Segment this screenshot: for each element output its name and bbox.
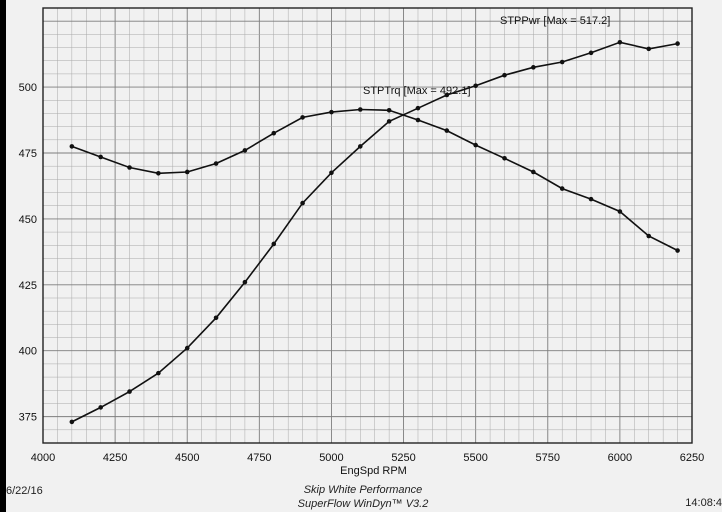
- x-tick-label: 4250: [103, 452, 127, 464]
- data-point-stppwr: [300, 200, 305, 206]
- data-point-stptrq: [184, 169, 190, 175]
- data-point-stptrq: [300, 115, 305, 120]
- data-point-stppwr: [329, 170, 334, 176]
- x-axis-title: EngSpd RPM: [340, 465, 407, 477]
- annotation-trq-max: STPTrq [Max = 492.1]: [363, 85, 471, 97]
- data-point-stppwr: [98, 405, 103, 410]
- data-point-stppwr: [213, 315, 219, 321]
- data-point-stptrq: [473, 142, 478, 148]
- data-point-stptrq: [646, 233, 652, 239]
- data-point-stptrq: [156, 171, 161, 176]
- data-point-stppwr: [271, 241, 277, 247]
- series-line-stptrq: [71, 108, 678, 252]
- data-point-stppwr: [617, 39, 623, 45]
- data-point-stptrq: [559, 186, 565, 191]
- x-tick-label: 4000: [31, 452, 55, 464]
- data-point-stppwr: [502, 72, 507, 78]
- data-point-stptrq: [357, 107, 363, 112]
- data-point-stppwr: [184, 345, 190, 351]
- series-line-stppwr: [71, 41, 678, 423]
- data-point-stptrq: [588, 196, 594, 202]
- data-point-stptrq: [271, 130, 277, 136]
- data-point-stppwr: [646, 46, 652, 52]
- data-point-stppwr: [127, 389, 132, 394]
- x-tick-label: 4750: [247, 452, 271, 464]
- annotation-pwr-max: STPPwr [Max = 517.2]: [500, 15, 610, 27]
- x-tick-label: 4500: [175, 452, 199, 464]
- chart-paper: 4000 4250 4500 4750 5000 5250 5500 5750 6000 6250…: [6, 0, 722, 512]
- data-point-stptrq: [69, 144, 75, 149]
- data-point-stppwr: [473, 83, 478, 89]
- data-point-stppwr: [559, 59, 565, 65]
- data-point-stppwr: [588, 50, 594, 56]
- dyno-chart: 4000 4250 4500 4750 5000 5250 5500 5750 6000 6250…: [6, 7, 722, 510]
- data-point-stptrq: [98, 154, 103, 160]
- data-point-stptrq: [617, 209, 623, 214]
- footer-time: 14:08:4: [685, 497, 722, 509]
- y-tick-label: 400: [19, 346, 37, 358]
- data-point-stppwr: [242, 279, 248, 285]
- data-point-stptrq: [531, 169, 536, 175]
- footer-shop-name: Skip White Performance: [304, 484, 423, 496]
- x-tick-label: 5000: [319, 452, 343, 464]
- data-point-stppwr: [415, 105, 421, 111]
- data-point-stptrq: [675, 248, 680, 253]
- data-point-stptrq: [242, 148, 248, 153]
- x-tick-label: 5750: [536, 452, 560, 464]
- data-point-stptrq: [213, 161, 219, 166]
- data-point-stptrq: [415, 117, 421, 123]
- x-tick-label: 5250: [391, 452, 415, 464]
- x-tick-labels: 4000 4250 4500 4750 5000 5250 5500 5750 6000 6250: [31, 452, 704, 464]
- y-tick-label: 500: [19, 82, 37, 94]
- data-point-stppwr: [675, 41, 680, 46]
- data-point-stppwr: [357, 144, 363, 149]
- x-tick-label: 6250: [680, 452, 704, 464]
- y-tick-label: 375: [19, 412, 37, 424]
- x-tick-label: 6000: [608, 452, 632, 464]
- data-point-stppwr: [531, 65, 536, 70]
- data-point-stppwr: [156, 370, 161, 376]
- footer-software: SuperFlow WinDyn™ V3.2: [298, 498, 429, 510]
- x-tick-label: 5500: [463, 452, 487, 464]
- grid-lines: [42, 7, 693, 444]
- y-tick-labels: 375 400 425 450 475 500: [19, 82, 37, 424]
- plot-frame: [42, 7, 693, 444]
- y-tick-label: 425: [19, 280, 37, 292]
- data-point-stppwr: [386, 119, 392, 124]
- data-point-stptrq: [502, 155, 507, 161]
- data-point-stptrq: [386, 107, 392, 113]
- series-layer: [69, 39, 680, 425]
- y-tick-label: 475: [19, 148, 37, 160]
- data-point-stptrq: [127, 165, 132, 170]
- data-point-stptrq: [329, 109, 334, 115]
- footer-date: 6/22/16: [6, 485, 43, 497]
- data-point-stptrq: [444, 128, 450, 133]
- y-tick-label: 450: [19, 214, 37, 226]
- data-point-stppwr: [69, 419, 75, 425]
- data-point-stppwr: [444, 92, 450, 98]
